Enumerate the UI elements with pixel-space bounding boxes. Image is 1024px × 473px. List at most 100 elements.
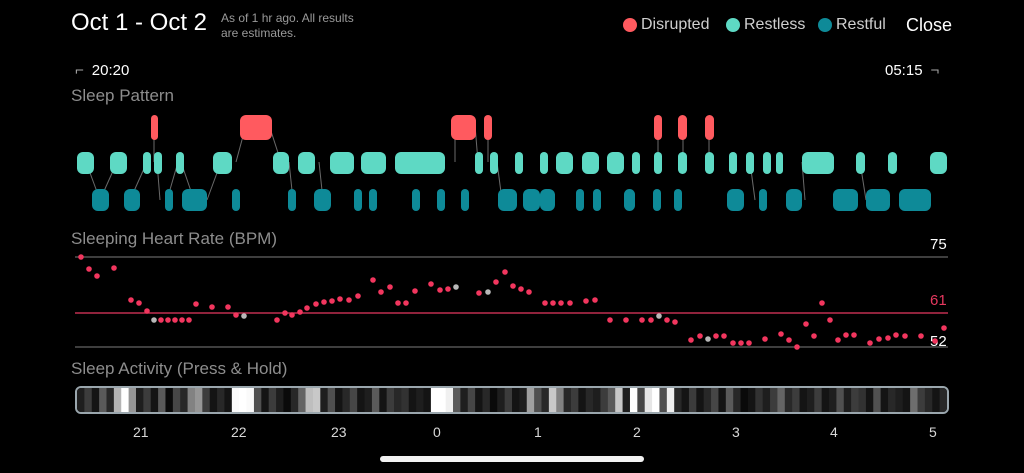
sleep-segment-restful [593, 189, 601, 211]
activity-strip [924, 388, 933, 412]
hour-tick-2: 2 [633, 424, 641, 440]
hour-tick-1: 1 [534, 424, 542, 440]
hour-tick-21: 21 [133, 424, 149, 440]
activity-strip [593, 388, 602, 412]
sleep-segment-disrupted [240, 115, 272, 140]
heart-rate-point [387, 284, 393, 290]
activity-strip [851, 388, 860, 412]
activity-strip [342, 388, 351, 412]
activity-strip [467, 388, 476, 412]
sleep-segment-disrupted [484, 115, 492, 140]
sleep-activity-bar[interactable] [75, 386, 949, 414]
start-time: ⌐ 20:20 [75, 62, 129, 79]
heart-rate-chart[interactable] [0, 250, 1024, 355]
heart-rate-point [526, 289, 532, 295]
estimate-note-line2: are estimates. [221, 26, 297, 40]
sleep-segment-restless [746, 152, 754, 174]
corner-left-icon: ⌐ [75, 62, 84, 79]
sleep-segment-restless [475, 152, 483, 174]
hour-tick-4: 4 [830, 424, 838, 440]
activity-strip [128, 388, 137, 412]
heart-rate-point [136, 300, 142, 306]
activity-strip [600, 388, 609, 412]
sleep-segment-restful [759, 189, 767, 211]
sleep-segment-disrupted [451, 115, 476, 140]
activity-strip [622, 388, 631, 412]
legend-restless-label: Restless [744, 16, 806, 33]
activity-strip [283, 388, 292, 412]
activity-strip [740, 388, 749, 412]
legend-disrupted: Disrupted [623, 16, 709, 34]
sleep-segment-restful [288, 189, 296, 211]
activity-strip [777, 388, 786, 412]
activity-strip [394, 388, 402, 412]
activity-strip [408, 388, 417, 412]
activity-strip [298, 388, 307, 412]
activity-strip [578, 388, 587, 412]
sleep-segment-restful [674, 189, 682, 211]
sleep-segment-restless [298, 152, 315, 174]
activity-strip [755, 388, 764, 412]
sleep-segment-restful [653, 189, 661, 211]
sleep-segment-restful [624, 189, 635, 211]
heart-rate-point [672, 319, 678, 325]
start-time-label: 20:20 [91, 62, 130, 79]
sleep-segment-restless [763, 152, 771, 174]
heart-rate-point [697, 333, 703, 339]
activity-strip [548, 388, 557, 412]
heart-rate-point [329, 298, 335, 304]
sleep-segment-restless [176, 152, 184, 174]
sleep-segment-disrupted [151, 115, 158, 140]
activity-strip [910, 388, 919, 412]
heart-rate-point [803, 321, 809, 327]
activity-strip [843, 388, 852, 412]
activity-strip [836, 388, 845, 412]
heart-rate-point [510, 283, 516, 289]
heart-rate-point [819, 300, 825, 306]
activity-strip [253, 388, 262, 412]
heart-rate-point [493, 279, 499, 285]
activity-strip [902, 388, 911, 412]
activity-strip [895, 388, 904, 412]
sleep-segment-restless [802, 152, 834, 174]
close-button[interactable]: Close [906, 15, 953, 35]
activity-strip [430, 388, 439, 412]
heart-rate-point [843, 332, 849, 338]
sleep-segment-restless [110, 152, 127, 174]
activity-strip [696, 388, 705, 412]
activity-strip [659, 388, 668, 412]
activity-strip [475, 388, 484, 412]
activity-strip [401, 388, 410, 412]
heart-rate-point [321, 299, 327, 305]
sleep-segment-restful [92, 189, 109, 211]
activity-strip [688, 388, 697, 412]
heart-rate-point [607, 317, 613, 323]
hour-tick-22: 22 [231, 424, 247, 440]
heart-rate-point [542, 300, 548, 306]
sleep-segment-restless [515, 152, 523, 174]
activity-strip [806, 388, 815, 412]
heart-rate-point [656, 313, 662, 319]
sleep-pattern-chart[interactable] [0, 105, 1024, 225]
activity-strip [261, 388, 270, 412]
heart-rate-point [289, 312, 295, 318]
activity-strip [276, 388, 285, 412]
heart-rate-point [902, 333, 908, 339]
heart-rate-point [78, 254, 84, 260]
sleep-segment-restless [213, 152, 232, 174]
activity-strip [106, 388, 115, 412]
disrupted-dot-icon [623, 18, 637, 32]
sleep-segment-restful [437, 189, 445, 211]
activity-strip [674, 388, 683, 412]
sleep-segment-restless [632, 152, 640, 174]
home-indicator[interactable] [380, 456, 644, 462]
sleep-segment-restless [776, 152, 783, 174]
activity-strip [563, 388, 572, 412]
heart-rate-point [158, 317, 164, 323]
activity-strip [84, 388, 93, 412]
activity-strip [615, 388, 624, 412]
activity-strip [158, 388, 167, 412]
sleep-segment-restless [540, 152, 548, 174]
activity-strip [239, 388, 248, 412]
activity-strip [371, 388, 380, 412]
